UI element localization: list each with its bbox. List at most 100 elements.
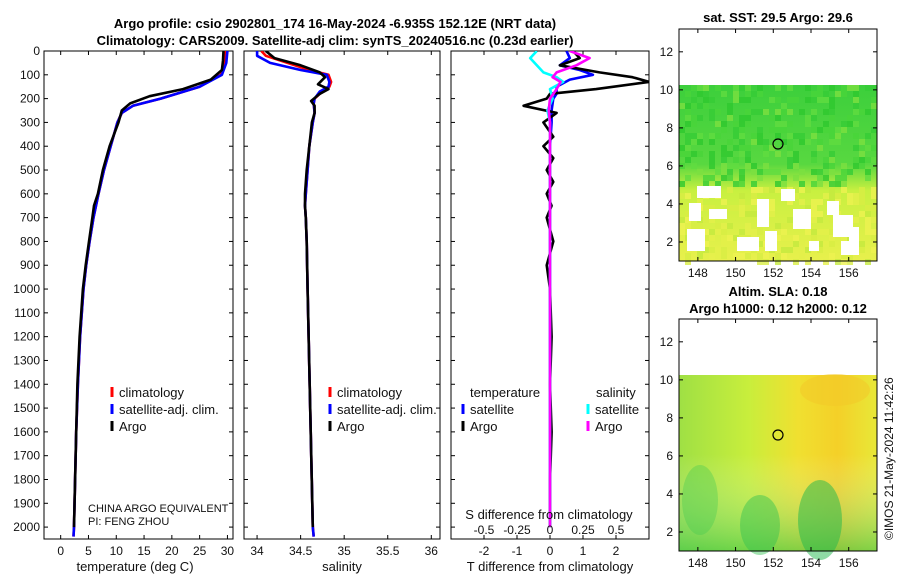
sst-pixel [691,163,697,169]
sst-pixel [745,115,751,121]
sst-cloud-gap [793,209,811,229]
sst-pixel [697,91,703,97]
sst-pixel [727,205,733,211]
sst-pixel [865,85,871,91]
sst-pixel [769,169,775,175]
sst-pixel [799,253,805,259]
map-x-tick-label: 152 [763,556,783,570]
sst-pixel [829,235,835,241]
sst-pixel [793,187,799,193]
x-tick-label: 30 [221,544,235,558]
sst-pixel [751,187,757,193]
sst-cloud-gap [827,201,839,215]
sst-pixel [739,169,745,175]
sst-pixel [799,199,805,205]
sst-pixel [811,91,817,97]
legend-temp-argo: Argo [470,419,497,434]
sst-pixel [853,109,859,115]
sst-pixel [865,259,871,265]
sst-pixel [727,187,733,193]
sst-pixel [745,157,751,163]
sst-pixel [727,115,733,121]
sst-pixel [805,139,811,145]
sst-pixel [835,127,841,133]
sst-pixel [775,169,781,175]
sst-pixel [859,241,865,247]
sst-pixel [817,97,823,103]
sst-pixel [727,223,733,229]
sst-pixel [823,259,829,265]
sst-pixel [709,175,715,181]
sst-pixel [829,109,835,115]
sst-pixel [757,175,763,181]
sst-pixel [811,151,817,157]
sst-pixel [775,253,781,259]
sst-pixel [793,163,799,169]
y-tick-label: 100 [20,68,40,82]
sst-pixel [793,259,799,265]
sst-pixel [871,193,877,199]
sst-pixel [817,199,823,205]
sst-pixel [817,169,823,175]
sst-map-panel: sat. SST: 29.5 Argo: 29.6 148 150 152 154 15… [660,10,878,280]
salinity-xlabel: salinity [322,559,362,574]
top-tick-label: 0 [547,523,554,537]
sst-pixel [829,151,835,157]
sst-pixel [745,145,751,151]
sst-pixel [775,235,781,241]
map-x-tick-label: 156 [839,266,859,280]
chart-title-line2: Climatology: CARS2009. Satellite-adj cli… [97,33,574,48]
salinity-legend: climatology satellite-adj. clim. Argo [328,385,437,434]
sst-pixel [697,223,703,229]
x-tick-label: 15 [137,544,151,558]
map-y-tick-label: 4 [666,197,673,211]
y-tick-label: 1600 [13,425,40,439]
sst-pixel [853,121,859,127]
legend-sal-satellite: satellite [595,402,639,417]
sst-pixel [709,151,715,157]
sst-pixel [679,235,685,241]
sst-pixel [793,175,799,181]
sst-pixel [745,91,751,97]
sst-pixel [763,163,769,169]
sst-pixel [733,235,739,241]
sst-pixel [721,163,727,169]
sst-pixel [799,187,805,193]
sst-pixel [811,205,817,211]
sst-pixel [703,235,709,241]
sst-pixel [745,151,751,157]
series-salinity-satellite [528,51,565,528]
map-x-tick-label: 156 [839,556,859,570]
sst-pixel [745,109,751,115]
y-tick-label: 800 [20,234,40,248]
sst-pixel [727,169,733,175]
sst-pixel [745,121,751,127]
sst-pixel [835,133,841,139]
sst-pixel [739,229,745,235]
sst-pixel [763,109,769,115]
temperature-xlabel: temperature (deg C) [76,559,193,574]
y-tick-label: 1900 [13,496,40,510]
y-tick-label: 900 [20,258,40,272]
sst-pixel [823,169,829,175]
sst-pixel [781,235,787,241]
sst-pixel [841,235,847,241]
x-tick-label: 34.5 [289,544,313,558]
sst-pixel [793,193,799,199]
sst-pixel [775,127,781,133]
y-tick-label: 1000 [13,282,40,296]
sst-pixel [703,247,709,253]
sst-pixel [817,91,823,97]
sst-pixel [835,175,841,181]
sst-pixel [817,85,823,91]
sst-pixel [835,193,841,199]
sst-pixel [811,115,817,121]
sst-pixel [859,187,865,193]
sst-pixel [697,253,703,259]
sst-pixel [847,259,853,265]
sst-pixel [739,139,745,145]
sst-pixel [745,229,751,235]
y-tick-label: 1400 [13,377,40,391]
sst-pixel [865,109,871,115]
map-y-tick-label: 12 [660,335,674,349]
